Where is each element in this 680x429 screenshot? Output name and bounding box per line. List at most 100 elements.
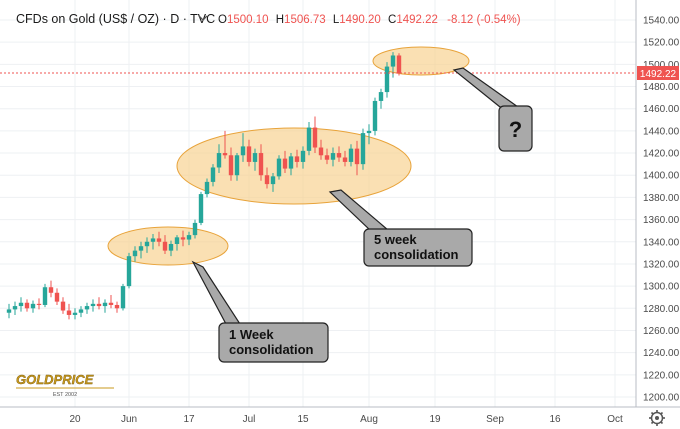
- candle-body: [162, 241, 168, 251]
- candle-body: [18, 302, 24, 307]
- five-week-ellipse: [176, 127, 412, 205]
- candle: [120, 283, 126, 311]
- candle: [186, 231, 192, 246]
- candle: [312, 116, 318, 154]
- y-tick-label: 1280.00: [643, 304, 680, 315]
- goldprice-logo: GOLDPRICE EST 2002: [16, 372, 114, 398]
- candle-body: [282, 158, 288, 169]
- open-value: 1500.10: [227, 14, 269, 26]
- candle: [252, 148, 258, 171]
- candle-body: [312, 127, 318, 148]
- candle: [54, 288, 60, 305]
- candle: [366, 124, 372, 145]
- candle: [378, 88, 384, 109]
- candle: [372, 97, 378, 136]
- candle-body: [90, 303, 96, 307]
- candle-body: [228, 155, 234, 176]
- one-week-line1: 1 Week: [229, 327, 274, 342]
- symbol-legend[interactable]: CFDs on Gold (US$ / OZ) · D · TVC O1500.…: [16, 12, 521, 26]
- candle-body: [384, 66, 390, 93]
- logo-tagline: EST 2002: [53, 392, 77, 398]
- candle: [396, 53, 402, 76]
- candle: [336, 146, 342, 162]
- candle: [36, 298, 42, 310]
- candle-body: [372, 100, 378, 131]
- chevron-down-icon[interactable]: [198, 15, 208, 21]
- y-tick-label: 1460.00: [643, 104, 680, 115]
- candle: [294, 149, 300, 168]
- y-tick-label: 1500.00: [643, 60, 680, 71]
- candle-body: [48, 287, 54, 293]
- candle-body: [54, 292, 60, 302]
- y-tick-label: 1540.00: [643, 16, 680, 27]
- y-tick-label: 1300.00: [643, 282, 680, 293]
- candle: [282, 150, 288, 174]
- ohlc-values: O1500.10 H1506.73 L1490.20 C1492.22 -8.1…: [218, 14, 521, 26]
- x-tick-label: Aug: [360, 414, 378, 425]
- candle-body: [252, 153, 258, 162]
- candle-body: [210, 167, 216, 182]
- candle: [306, 122, 312, 156]
- open-label: O: [218, 14, 227, 26]
- candle-body: [300, 150, 306, 162]
- five-week-callout: 5 week consolidation: [328, 189, 473, 267]
- candle: [108, 294, 114, 309]
- price-axis[interactable]: 1200.00 1220.00 1240.00 1260.00 1280.00 1300.…: [643, 16, 680, 404]
- one-week-line2: consolidation: [229, 342, 314, 357]
- candle-body: [264, 175, 270, 185]
- candle: [66, 303, 72, 320]
- y-tick-label: 1240.00: [643, 348, 680, 359]
- high-label: H: [276, 14, 284, 26]
- candle-body: [36, 303, 42, 305]
- candle: [48, 280, 54, 298]
- candle: [330, 147, 336, 167]
- candle-body: [390, 55, 396, 67]
- candle: [342, 150, 348, 167]
- candle-body: [138, 246, 144, 251]
- candle-body: [12, 306, 18, 310]
- candle-body: [366, 130, 372, 134]
- candle: [360, 128, 366, 170]
- candle: [114, 301, 120, 313]
- candle: [258, 144, 264, 181]
- candle-body: [216, 153, 222, 168]
- candle-body: [336, 153, 342, 158]
- candle-body: [306, 127, 312, 151]
- y-tick-label: 1380.00: [643, 193, 680, 204]
- candle: [30, 300, 36, 313]
- symbol-title[interactable]: CFDs on Gold (US$ / OZ) · D · TVC: [16, 12, 215, 26]
- candle: [348, 144, 354, 167]
- candle-body: [102, 302, 108, 307]
- candle: [192, 219, 198, 239]
- candle: [84, 302, 90, 314]
- candle-body: [96, 303, 102, 307]
- candle-body: [204, 181, 210, 195]
- candle-body: [360, 133, 366, 165]
- gear-icon[interactable]: [649, 410, 665, 426]
- candles: [6, 52, 402, 320]
- candle: [102, 299, 108, 313]
- candle-body: [108, 302, 114, 305]
- candle: [180, 230, 186, 247]
- candle: [96, 297, 102, 310]
- change-value: -8.12 (-0.54%): [447, 14, 521, 26]
- candle: [222, 130, 228, 159]
- y-tick-label: 1360.00: [643, 215, 680, 226]
- candle: [138, 241, 144, 259]
- time-axis[interactable]: 20 Jun 17 Jul 15 Aug 19 Sep 16 Oct: [69, 414, 623, 425]
- last-price-value: 1492.22: [640, 69, 677, 80]
- candle-body: [288, 156, 294, 169]
- candle: [384, 62, 390, 98]
- y-tick-label: 1340.00: [643, 237, 680, 248]
- x-tick-label: 20: [69, 414, 81, 425]
- candle: [210, 164, 216, 187]
- candle: [264, 167, 270, 189]
- one-week-callout: 1 Week consolidation: [191, 260, 329, 363]
- close-label: C: [388, 14, 396, 26]
- candle: [162, 235, 168, 254]
- candle: [174, 235, 180, 251]
- candle-body: [318, 147, 324, 156]
- candle-body: [30, 303, 36, 309]
